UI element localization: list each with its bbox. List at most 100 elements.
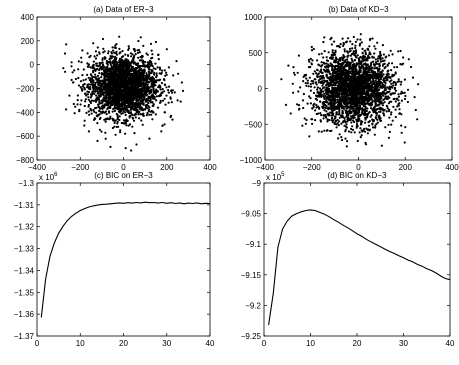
data-point	[135, 96, 138, 100]
data-point	[134, 105, 137, 108]
data-point	[293, 73, 296, 76]
y-tick-label: −500	[244, 120, 263, 129]
data-point	[119, 86, 122, 89]
data-point	[342, 44, 345, 48]
data-point	[127, 109, 130, 113]
data-point	[128, 103, 131, 106]
data-point	[350, 127, 353, 131]
data-point	[348, 47, 352, 50]
data-point	[326, 129, 329, 132]
data-point	[136, 72, 139, 75]
data-point	[101, 58, 104, 62]
data-point	[125, 96, 128, 99]
data-point	[320, 68, 323, 71]
data-point	[110, 83, 113, 86]
data-point	[117, 110, 121, 113]
data-point	[137, 56, 140, 59]
data-point	[101, 67, 104, 70]
data-point	[358, 87, 361, 90]
data-point	[388, 108, 391, 111]
data-point	[148, 90, 151, 93]
data-point	[329, 75, 332, 78]
data-point	[116, 83, 119, 86]
data-point	[96, 80, 99, 83]
data-point	[316, 59, 319, 62]
data-point	[86, 90, 89, 93]
data-point	[337, 83, 340, 86]
data-point	[133, 71, 136, 75]
data-point	[344, 96, 347, 99]
data-point	[393, 66, 396, 69]
data-point	[411, 76, 415, 79]
data-point	[159, 78, 162, 81]
data-point	[374, 47, 377, 50]
data-point	[73, 69, 76, 72]
data-point	[342, 54, 345, 57]
data-point	[368, 45, 371, 48]
data-point	[375, 114, 378, 117]
data-point	[371, 123, 374, 126]
data-point	[117, 92, 120, 95]
data-point	[102, 111, 106, 114]
data-point	[325, 110, 328, 113]
data-point	[343, 87, 346, 90]
data-point	[320, 61, 323, 64]
data-point	[76, 94, 79, 97]
data-point	[101, 57, 104, 60]
data-point	[157, 53, 160, 57]
data-point	[84, 100, 87, 103]
data-point	[365, 64, 369, 67]
data-point	[349, 103, 352, 106]
data-point	[124, 113, 127, 117]
data-point	[143, 74, 146, 77]
data-point	[91, 92, 94, 95]
data-point	[110, 52, 113, 55]
data-point	[81, 89, 84, 92]
data-point	[127, 45, 130, 48]
data-point	[137, 39, 140, 43]
data-point	[102, 93, 105, 97]
data-point	[355, 51, 358, 55]
y-tick-label: 1000	[244, 13, 262, 22]
data-point	[367, 66, 370, 69]
data-point	[112, 107, 115, 111]
data-point	[400, 63, 403, 66]
data-point	[373, 67, 376, 70]
data-point	[100, 130, 103, 133]
data-point	[331, 87, 334, 90]
data-point	[79, 80, 83, 83]
data-point	[127, 60, 130, 63]
data-point	[115, 79, 119, 83]
data-point	[327, 85, 330, 88]
data-point	[161, 124, 164, 127]
data-point	[331, 74, 335, 77]
data-point	[383, 77, 386, 80]
data-point	[396, 66, 399, 69]
data-point	[125, 124, 128, 127]
data-point	[71, 71, 74, 74]
data-point	[400, 80, 403, 83]
data-point	[360, 129, 363, 132]
data-point	[78, 110, 81, 113]
data-point	[116, 104, 119, 107]
data-point	[107, 52, 110, 55]
data-point	[125, 65, 128, 68]
data-point	[149, 60, 152, 64]
data-point	[378, 99, 381, 103]
data-point	[165, 73, 168, 76]
data-point	[109, 72, 112, 76]
data-point	[318, 75, 322, 78]
data-point	[130, 81, 133, 85]
data-point	[127, 69, 130, 72]
data-point	[369, 62, 373, 65]
data-point	[393, 87, 396, 90]
data-point	[165, 94, 168, 97]
data-point	[351, 128, 355, 131]
data-point	[113, 104, 116, 107]
data-point	[374, 124, 377, 128]
data-point	[103, 66, 106, 69]
data-point	[132, 87, 135, 90]
data-point	[87, 110, 90, 113]
data-point	[134, 113, 137, 116]
data-point	[92, 88, 95, 91]
